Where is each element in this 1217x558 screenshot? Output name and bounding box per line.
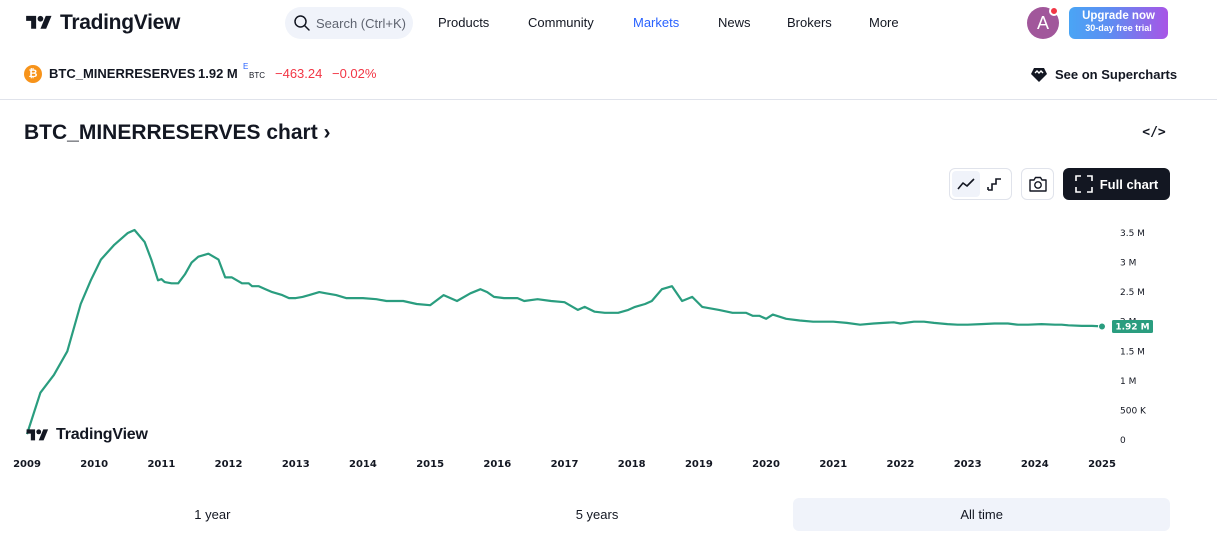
chart-watermark: TradingView [24, 426, 148, 444]
search-icon [294, 15, 310, 31]
y-tick-label: 3.5 M [1120, 229, 1145, 239]
symbol-name: BTC_MINERRESERVES [49, 66, 196, 81]
x-tick-label: 2025 [1088, 459, 1116, 470]
top-navigation: TradingView Search (Ctrl+K) Products Com… [0, 0, 1217, 46]
tradingview-logo-icon [26, 15, 52, 29]
bitcoin-icon: ₿ [24, 65, 42, 83]
step-chart-icon [987, 178, 1002, 191]
y-tick-label: 3 M [1120, 259, 1136, 269]
last-value-tag [1112, 319, 1153, 333]
range-selector: 1 year 5 years All time [24, 498, 1171, 531]
header-divider [0, 99, 1217, 100]
notification-dot [1049, 6, 1059, 16]
x-tick-label: 2020 [752, 459, 780, 470]
range-1-year[interactable]: 1 year [194, 507, 231, 522]
x-tick-label: 2014 [349, 459, 377, 470]
x-tick-label: 2009 [13, 459, 41, 470]
user-avatar[interactable]: A [1027, 7, 1059, 39]
range-all-time[interactable]: All time [793, 498, 1171, 531]
chart-title-link[interactable]: BTC_MINERRESERVES chart › [24, 121, 331, 144]
supercharts-label: See on Supercharts [1055, 66, 1178, 82]
symbol-value: 1.92 M [198, 66, 238, 81]
x-tick-label: 2024 [1021, 459, 1049, 470]
nav-markets[interactable]: Markets [633, 15, 680, 30]
y-tick-label: 0 [1120, 436, 1126, 446]
search-button[interactable]: Search (Ctrl+K) [285, 7, 413, 39]
series-line [25, 228, 1103, 435]
y-tick-label: 1 M [1120, 377, 1136, 387]
x-tick-label: 2010 [80, 459, 108, 470]
x-tick-label: 2011 [147, 459, 175, 470]
x-tick-label: 2018 [618, 459, 646, 470]
supercharts-icon [1031, 68, 1047, 82]
symbol-flag: E [243, 62, 249, 71]
x-tick-label: 2013 [282, 459, 310, 470]
y-tick-label: 2.5 M [1120, 288, 1145, 298]
nav-products[interactable]: Products [438, 15, 490, 30]
full-chart-label: Full chart [1099, 176, 1159, 192]
x-tick-label: 2016 [483, 459, 511, 470]
line-chart-button[interactable] [952, 171, 980, 197]
symbol-bar: ₿ BTC_MINERRESERVES 1.92 M E BTC −463.24… [0, 58, 1217, 88]
camera-icon [1028, 176, 1047, 192]
see-on-supercharts-link[interactable]: See on Supercharts [1029, 64, 1177, 84]
nav-more[interactable]: More [869, 15, 899, 30]
symbol-change: −463.24 [275, 66, 323, 81]
x-tick-label: 2019 [685, 459, 713, 470]
line-chart-icon [957, 178, 975, 190]
full-chart-button[interactable]: Full chart [1063, 168, 1170, 200]
x-tick-label: 2023 [954, 459, 982, 470]
last-value-label: 1.92 M [1115, 322, 1149, 332]
symbol-currency: BTC [249, 71, 265, 80]
y-tick-label: 1.5 M [1120, 347, 1145, 357]
tradingview-logo[interactable]: TradingView [24, 11, 180, 35]
nav-brokers[interactable]: Brokers [787, 15, 832, 30]
nav-news[interactable]: News [718, 15, 751, 30]
nav-community[interactable]: Community [528, 15, 594, 30]
snapshot-button[interactable] [1021, 168, 1054, 200]
search-placeholder: Search (Ctrl+K) [316, 15, 406, 31]
range-5-years[interactable]: 5 years [575, 507, 619, 522]
x-tick-label: 2012 [215, 459, 243, 470]
x-tick-label: 2017 [551, 459, 579, 470]
brand-name: TradingView [60, 11, 181, 34]
y-tick-label: 500 K [1120, 406, 1147, 416]
x-tick-label: 2022 [887, 459, 915, 470]
upgrade-subtitle: 30-day free trial [1085, 23, 1152, 33]
watermark-text: TradingView [56, 426, 148, 443]
x-tick-label: 2015 [416, 459, 444, 470]
upgrade-button[interactable]: Upgrade now 30-day free trial [1069, 7, 1168, 39]
x-tick-label: 2021 [819, 459, 847, 470]
fullscreen-icon [1074, 175, 1093, 193]
upgrade-title: Upgrade now [1082, 10, 1155, 22]
chart-type-toggle [949, 168, 1012, 200]
symbol-change-percent: −0.02% [332, 66, 377, 81]
tradingview-watermark-icon [26, 428, 49, 440]
embed-code-button[interactable]: </> [1142, 125, 1166, 140]
last-point-marker [1098, 322, 1106, 331]
step-chart-button[interactable] [982, 171, 1010, 197]
